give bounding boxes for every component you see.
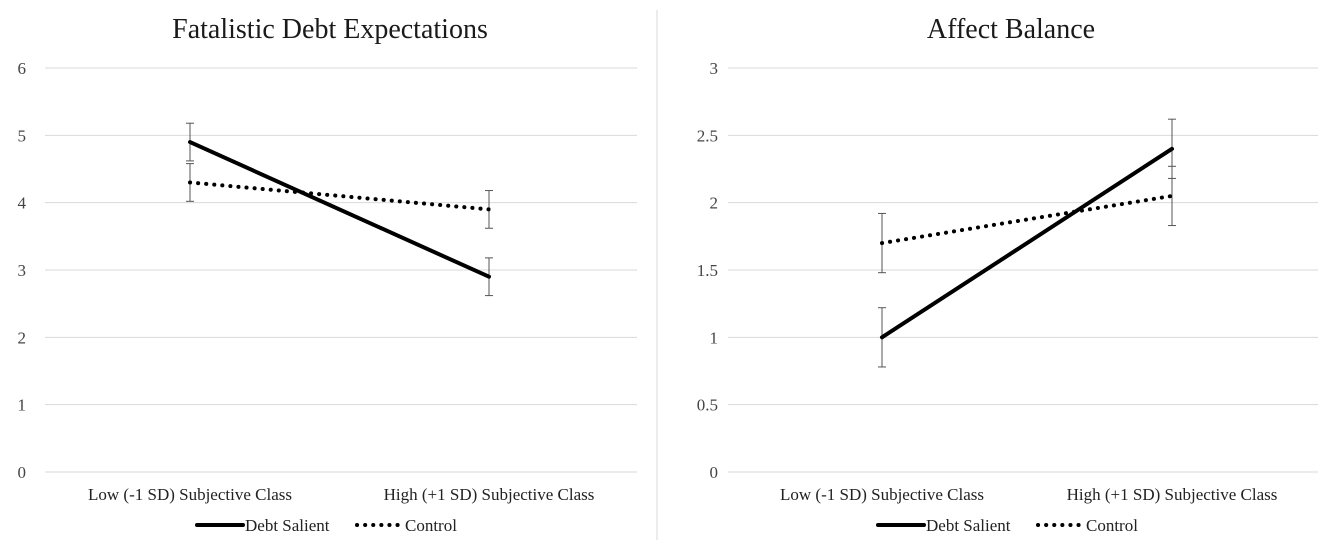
y-tick-label: 3 [18, 261, 27, 280]
series-line-control [188, 180, 491, 212]
legend-label: Debt Salient [245, 516, 330, 535]
legend-label: Control [405, 516, 457, 535]
y-tick-label: 4 [18, 194, 27, 213]
x-category-label: Low (-1 SD) Subjective Class [88, 485, 292, 504]
legend-label: Control [1086, 516, 1138, 535]
chart-fatalistic-debt-expectations: Fatalistic Debt Expectations 0 1 2 3 4 5 6 Low (… [18, 14, 637, 535]
chart-title: Fatalistic Debt Expectations [172, 14, 488, 45]
y-tick-label: 3 [710, 59, 719, 78]
y-tick-label: 1.5 [697, 261, 718, 280]
series-line-debt-salient [880, 146, 1174, 340]
chart-title: Affect Balance [927, 14, 1095, 45]
chart-affect-balance: Affect Balance 0 0.5 1 1.5 2 2.5 3 Low (-1 SD) S… [697, 14, 1318, 535]
y-tick-label: 0 [710, 463, 719, 482]
y-tick-label: 1 [18, 396, 27, 415]
series-line-debt-salient [188, 140, 491, 279]
y-tick-label: 6 [18, 59, 27, 78]
y-tick-label: 1 [710, 328, 719, 347]
y-tick-label: 2 [18, 328, 27, 347]
x-category-label: Low (-1 SD) Subjective Class [780, 485, 984, 504]
y-tick-label: 5 [18, 126, 27, 145]
series-line-control [880, 193, 1174, 246]
x-category-label: High (+1 SD) Subjective Class [1067, 485, 1278, 504]
y-tick-label: 0 [18, 463, 27, 482]
y-tick-label: 2 [710, 194, 719, 213]
y-tick-label: 0.5 [697, 396, 718, 415]
x-category-label: High (+1 SD) Subjective Class [384, 485, 595, 504]
y-tick-label: 2.5 [697, 126, 718, 145]
legend-label: Debt Salient [926, 516, 1011, 535]
